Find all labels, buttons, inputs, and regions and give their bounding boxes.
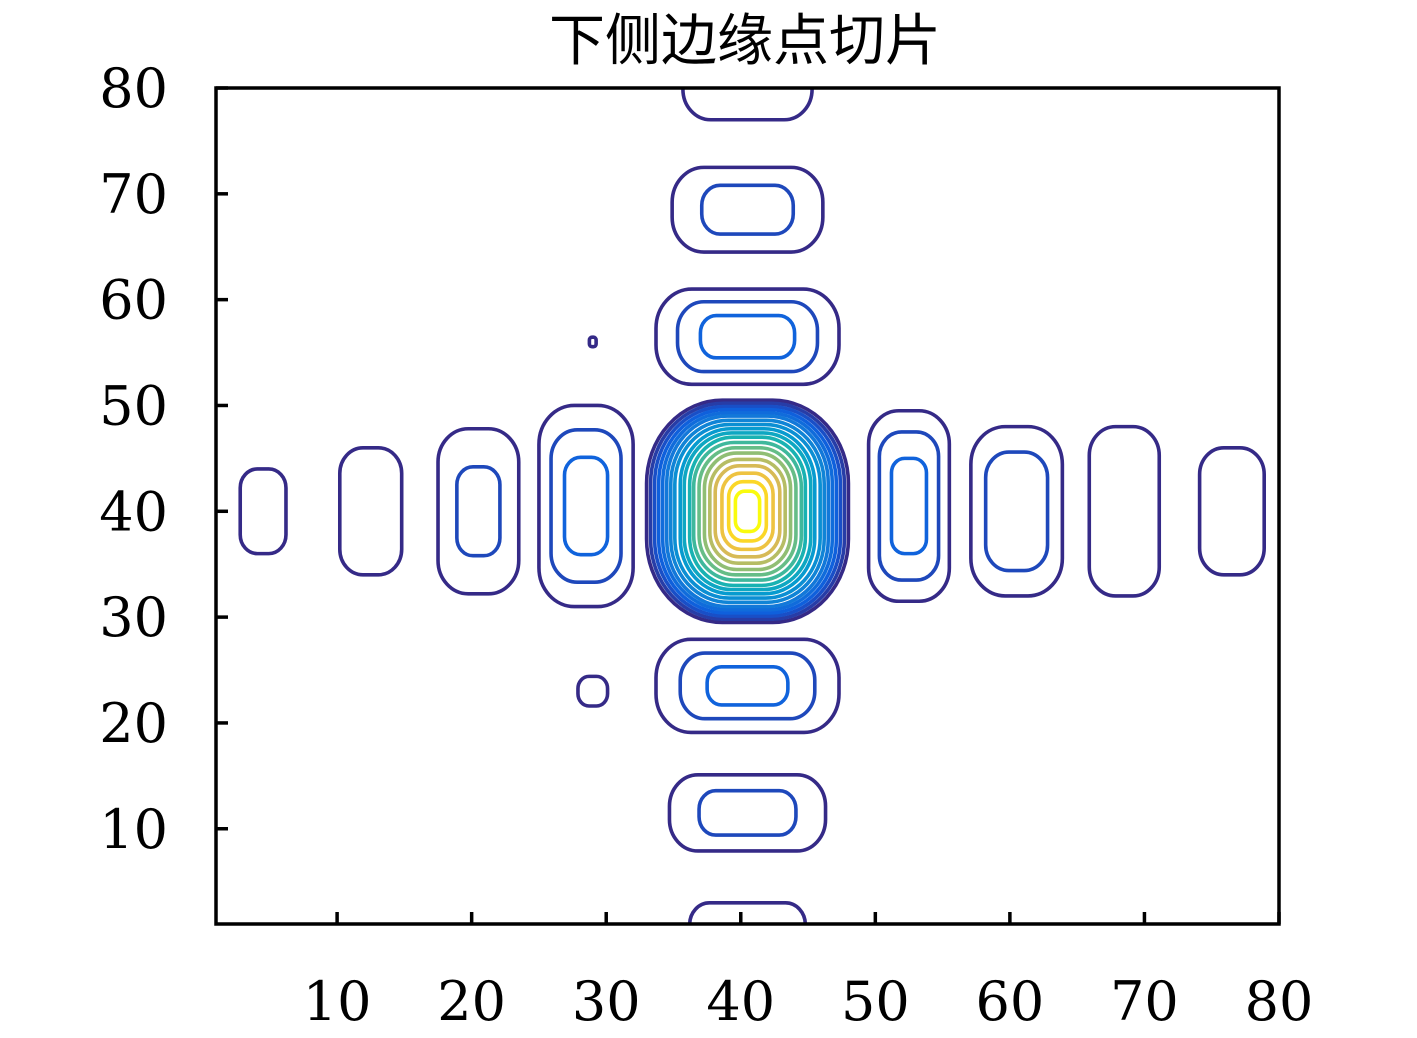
plot-frame	[214, 86, 1281, 926]
y-tick-label-80: 80	[99, 57, 168, 120]
central-peak-contour-5	[660, 411, 835, 612]
central-peak-contour-10	[682, 431, 813, 592]
x-tick-label-10: 10	[303, 970, 372, 1033]
central-peak-contour-1	[644, 398, 851, 625]
lobe-right-4-contour-1	[1197, 445, 1266, 577]
lobe-below-1-contour-3	[705, 665, 790, 707]
lobe-above-3-contour-1	[681, 88, 814, 122]
central-peak-contour-2	[648, 401, 847, 622]
lobe-below-2-contour-1	[667, 772, 828, 853]
central-peak-contour-6	[664, 414, 831, 609]
lobe-above-1-contour-3	[698, 313, 797, 360]
x-tick-label-60: 60	[976, 970, 1045, 1033]
x-tick-label-20: 20	[437, 970, 506, 1033]
central-peak-contour-18	[726, 479, 769, 543]
lobe-left-3-contour-1	[337, 445, 404, 577]
central-peak-contour-14	[702, 451, 793, 572]
lobe-below-1-contour-1	[654, 637, 841, 735]
y-tick-label-70: 70	[99, 163, 168, 226]
lobe-above-2-contour-1	[670, 165, 825, 254]
lobe-left-1-contour-1	[537, 403, 635, 609]
lobe-above-1-contour-2	[675, 299, 820, 374]
y-tick-label-50: 50	[99, 374, 168, 437]
central-peak-contour-7	[669, 418, 826, 605]
lobe-right-3-contour-1	[1087, 424, 1162, 598]
y-axis: 10 20 30 40 50 60 70 80	[99, 57, 228, 861]
contour-lines	[238, 88, 1266, 924]
lobe-below-1-contour-2	[678, 651, 817, 721]
x-axis: 10 20 30 40 50 60 70 80	[303, 912, 1314, 1033]
lobe-left-2-contour-1	[436, 426, 521, 596]
lobe-left-4-contour-1	[238, 467, 288, 556]
spot-lower-left-contour-1	[576, 674, 610, 708]
x-tick-label-80: 80	[1245, 970, 1314, 1033]
y-tick-label-60: 60	[99, 269, 168, 332]
lobe-below-2-contour-2	[697, 788, 798, 837]
central-peak-contour-13	[697, 445, 798, 577]
lobe-right-1-contour-3	[889, 456, 929, 556]
central-peak-contour-16	[713, 463, 782, 559]
central-peak-contour-11	[687, 435, 808, 588]
lobe-above-2-contour-2	[699, 183, 796, 236]
x-tick-label-50: 50	[841, 970, 910, 1033]
lobe-below-3-contour-1	[687, 901, 808, 924]
y-tick-label-30: 30	[99, 586, 168, 649]
lobe-left-1-contour-3	[562, 455, 610, 557]
central-peak-contour-19	[733, 489, 762, 534]
lobe-left-2-contour-2	[455, 465, 502, 558]
lobe-left-1-contour-2	[549, 428, 623, 584]
spot-upper-left-contour-1	[587, 335, 598, 349]
chart-title: 下侧边缘点切片	[549, 9, 941, 74]
central-peak-contour-4	[656, 407, 839, 615]
y-tick-label-10: 10	[99, 798, 168, 861]
x-tick-label-70: 70	[1110, 970, 1179, 1033]
lobe-right-1-contour-1	[866, 408, 952, 604]
lobe-above-1-contour-1	[654, 287, 841, 387]
y-tick-label-20: 20	[99, 692, 168, 755]
central-peak-contour-15	[708, 457, 787, 565]
central-peak-contour-9	[678, 426, 817, 596]
central-peak-contour-17	[720, 471, 775, 552]
central-peak-contour-3	[652, 404, 843, 618]
central-peak-contour-8	[673, 422, 822, 600]
lobe-right-2-contour-1	[969, 424, 1065, 598]
x-tick-label-40: 40	[706, 970, 775, 1033]
lobe-right-1-contour-2	[877, 430, 941, 582]
central-peak-contour-12	[691, 440, 804, 582]
lobe-right-2-contour-2	[983, 450, 1050, 573]
y-tick-label-40: 40	[99, 480, 168, 543]
x-tick-label-30: 30	[572, 970, 641, 1033]
